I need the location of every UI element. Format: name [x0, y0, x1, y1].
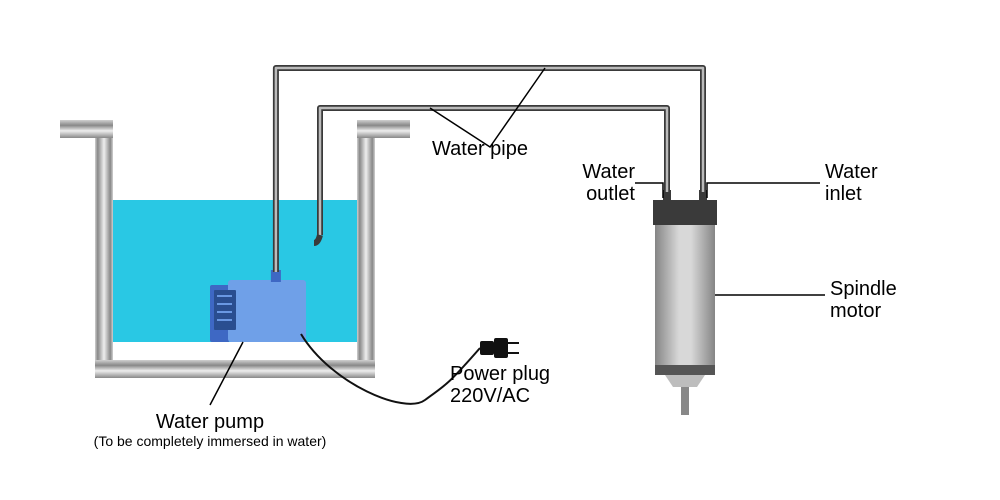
- tank-wall-left: [95, 120, 113, 378]
- label-power-plug-l2: 220V/AC: [450, 385, 530, 407]
- label-spindle-l2: motor: [830, 300, 881, 322]
- tank-wall-right: [357, 120, 375, 378]
- power-plug-icon: [480, 338, 519, 358]
- spindle-motor: [653, 190, 717, 415]
- label-water-inlet-l1: Water: [825, 161, 878, 183]
- label-power-plug-l1: Power plug: [450, 363, 550, 385]
- label-water-pipe: Water pipe: [432, 138, 528, 160]
- label-water-outlet-l1: Water: [582, 161, 635, 183]
- label-water-inlet-l2: inlet: [825, 183, 862, 205]
- leader-water-inlet: [707, 183, 820, 198]
- label-water-outlet-l2: outlet: [586, 183, 635, 205]
- leader-water-outlet: [635, 183, 663, 198]
- tank-lip-left: [60, 120, 113, 138]
- label-spindle-l1: Spindle: [830, 278, 897, 300]
- label-water-pump-sub: (To be completely immersed in water): [94, 433, 327, 449]
- tank-lip-right: [357, 120, 410, 138]
- label-water-pump: Water pump: [156, 411, 264, 433]
